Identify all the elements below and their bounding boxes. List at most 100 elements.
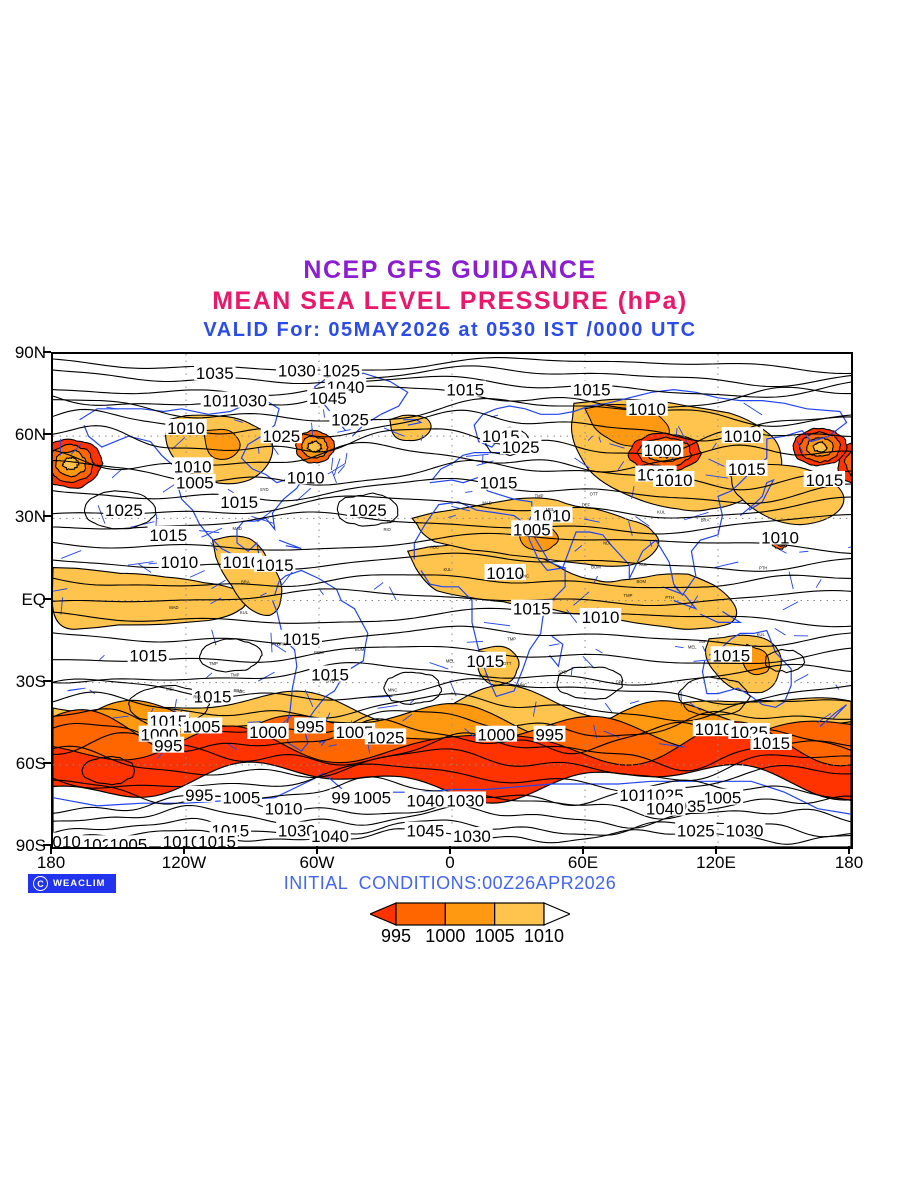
station-id-label: MAD <box>479 674 488 679</box>
contour-label-background <box>276 361 318 378</box>
contour-label: 1030 <box>229 392 267 411</box>
colorbar-high-arrow <box>543 902 570 926</box>
contour-label: 1025 <box>331 411 369 430</box>
station-id-label: DEF <box>582 502 591 507</box>
station-id-label: PTH <box>665 595 673 600</box>
contour-label-background <box>579 607 622 624</box>
political-border <box>226 742 238 751</box>
y-axis-tick: EQ <box>21 589 46 609</box>
station-id-label: SYD <box>326 678 335 683</box>
political-border <box>296 487 312 502</box>
contour-label-background <box>451 827 493 844</box>
political-border <box>796 440 804 453</box>
contour-label: 1010 <box>761 529 799 548</box>
pressure-low-ring <box>61 456 80 471</box>
political-border <box>60 597 64 615</box>
y-axis-tick: 60N <box>14 425 46 445</box>
contour-label: 1005 <box>223 789 261 808</box>
contour-label-background <box>53 832 83 847</box>
political-border <box>270 443 279 456</box>
contour-label-background <box>803 470 846 487</box>
political-border <box>383 427 405 437</box>
contour-label-background <box>641 440 684 457</box>
political-border <box>323 409 325 418</box>
contour-label: 1010 <box>53 833 81 847</box>
contour-label-background <box>285 468 327 485</box>
contour-label: 995 <box>535 726 563 745</box>
copyright-icon: C <box>33 876 48 891</box>
political-border <box>587 435 593 441</box>
station-id-label: ABC <box>430 544 439 549</box>
political-border <box>201 527 223 538</box>
station-id-label: KUL <box>757 632 766 637</box>
isobar-contour <box>53 375 851 398</box>
political-border <box>595 648 603 654</box>
low-pressure-fill <box>53 567 247 630</box>
political-border <box>598 436 602 443</box>
political-border <box>258 671 275 682</box>
political-border <box>328 744 337 747</box>
contour-label: 1010 <box>486 564 524 583</box>
contour-label: 1010 <box>265 800 303 819</box>
political-border <box>714 561 739 569</box>
political-border <box>97 505 106 524</box>
contour-label-background <box>723 821 766 838</box>
contour-label: 1005 <box>176 474 214 493</box>
political-border <box>279 570 294 588</box>
political-border <box>199 530 220 534</box>
pressure-low-ring <box>812 440 829 453</box>
political-border <box>99 654 105 661</box>
political-border <box>603 730 620 738</box>
y-axis-tick-mark <box>43 515 51 518</box>
contour-label: 1040 <box>311 827 349 846</box>
political-border <box>705 474 728 479</box>
political-border <box>631 486 635 499</box>
political-border <box>702 645 707 654</box>
political-border <box>257 447 260 454</box>
political-border <box>389 586 397 601</box>
isobar-closed-contour <box>556 666 624 700</box>
isobar-contour <box>53 574 851 589</box>
political-border <box>774 627 786 636</box>
contour-label-background <box>253 555 296 572</box>
political-border <box>70 443 83 455</box>
political-border <box>711 442 717 450</box>
political-border <box>532 701 537 717</box>
station-id-label: PTH <box>759 565 767 570</box>
mslp-map: 1035 1030 10251040104510101030102510151010… <box>53 354 851 847</box>
x-axis-tick: 180 <box>834 853 864 872</box>
colorbar-tick-label: 1010 <box>523 926 565 946</box>
isobar-contour <box>53 625 851 647</box>
gridline-layer <box>53 354 851 847</box>
x-axis-tick: 180 <box>36 853 66 872</box>
political-border <box>257 510 273 523</box>
contour-label-background <box>107 835 150 847</box>
contour-label-background <box>220 553 263 570</box>
contour-label: 1005 <box>109 835 147 847</box>
political-border <box>227 488 234 494</box>
isobar-closed-contour <box>764 648 806 674</box>
contour-label: 1030 <box>278 822 316 841</box>
contour-label: 1010 <box>174 457 212 476</box>
political-border <box>344 452 348 465</box>
contour-label-background <box>218 492 260 509</box>
station-id-label: MEL <box>166 686 175 691</box>
isobar-closed-contour <box>81 755 135 786</box>
political-border <box>574 545 583 552</box>
contour-label-background <box>262 799 305 816</box>
station-id-label: BRA <box>233 688 242 693</box>
political-border <box>247 721 262 723</box>
station-id-label: TMP <box>535 494 544 499</box>
contour-label-background <box>404 821 447 838</box>
contour-label-background <box>329 410 371 427</box>
political-border <box>466 453 489 457</box>
political-border <box>111 469 122 479</box>
contour-label: 1010 <box>160 553 198 572</box>
political-border <box>799 550 809 553</box>
contour-label-background <box>721 427 764 444</box>
station-id-label: MAD <box>169 605 178 610</box>
contour-label-background <box>307 388 349 405</box>
contour-label: 1025 <box>677 822 715 841</box>
contour-label: 1015 <box>752 734 790 753</box>
colorbar-segment <box>494 902 545 926</box>
